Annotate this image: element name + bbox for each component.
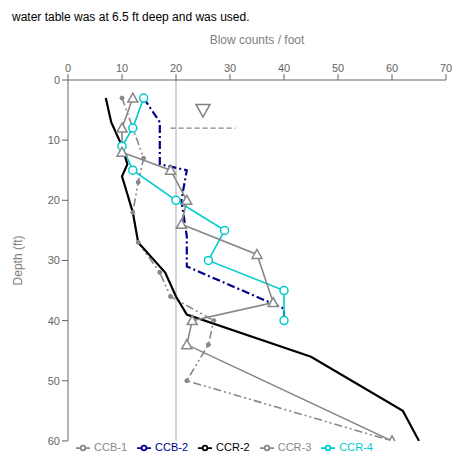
html-text:CCR-2: CCR-2 [216,440,250,453]
svg-text:Depth (ft): Depth (ft) [11,235,25,285]
svg-text:60: 60 [48,435,60,447]
svg-text:0: 0 [65,62,71,74]
html-text:water table was at 6.5 ft deep: water table was at 6.5 ft deep and was u… [12,10,250,24]
html-text:CCR-3: CCR-3 [277,440,312,453]
svg-text:60: 60 [386,62,398,74]
html-text:CCB-1: CCB-1 [94,440,128,453]
svg-text:40: 40 [278,62,290,74]
html-text:CCB-2: CCB-2 [155,440,189,453]
svg-text:0: 0 [54,74,60,86]
svg-text:30: 30 [48,254,60,266]
svg-text:20: 20 [170,62,182,74]
svg-text:40: 40 [48,315,60,327]
svg-text:70: 70 [440,62,452,74]
svg-text:20: 20 [48,194,60,206]
svg-text:10: 10 [48,134,60,146]
svg-text:10: 10 [116,62,128,74]
html-text:CCR-4: CCR-4 [339,440,373,453]
svg-text:50: 50 [48,375,60,387]
svg-text:50: 50 [332,62,344,74]
svg-text:30: 30 [224,62,236,74]
svg-text:Blow counts / foot: Blow counts / foot [210,33,305,47]
